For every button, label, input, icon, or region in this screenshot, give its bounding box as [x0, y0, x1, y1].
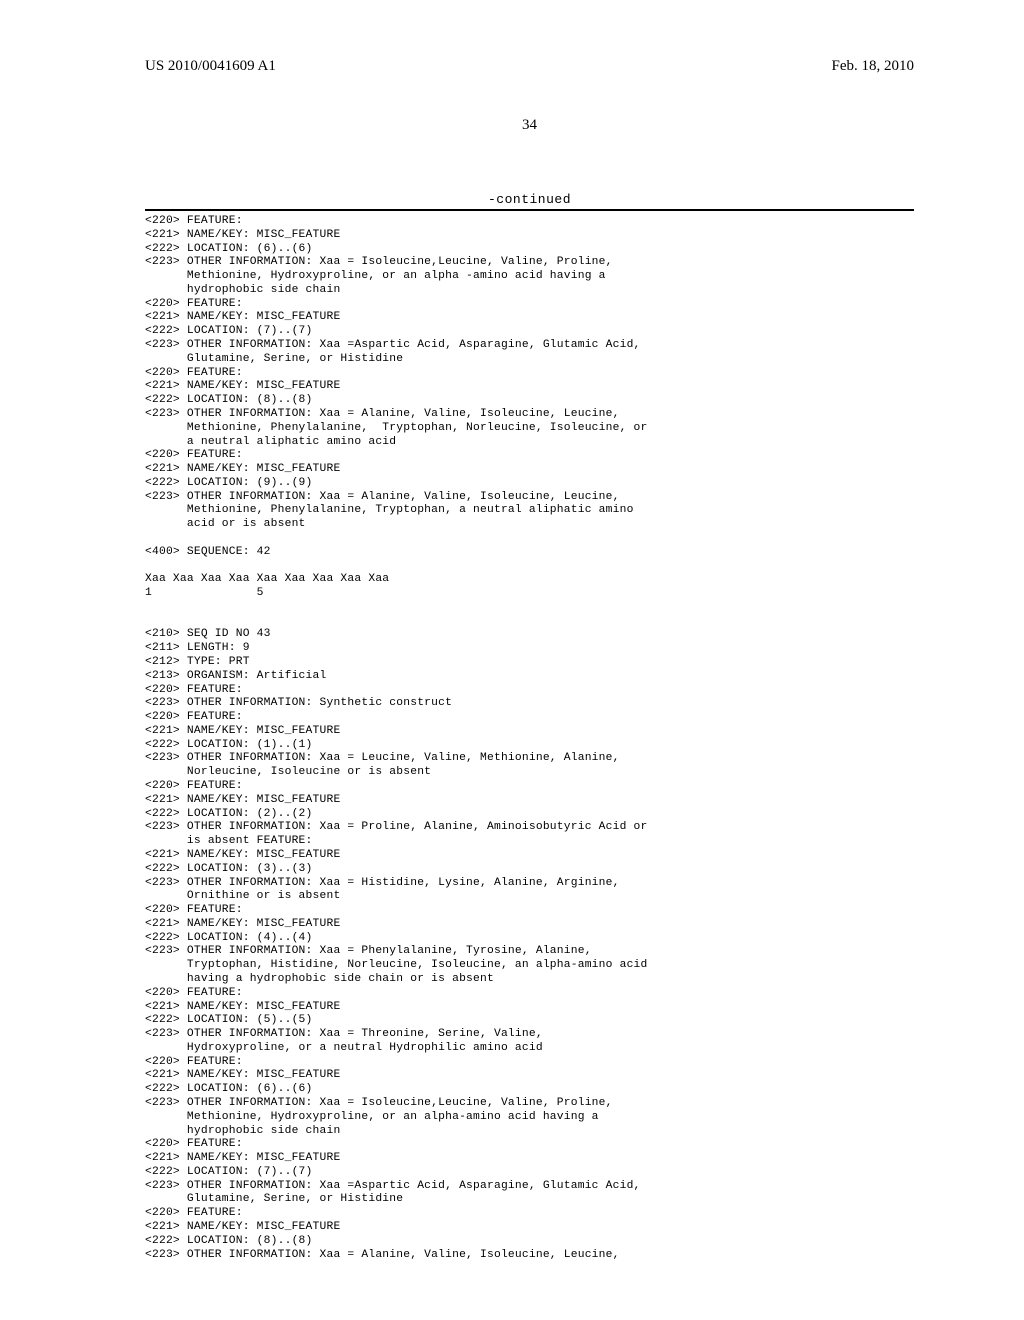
publication-number: US 2010/0041609 A1	[145, 58, 276, 75]
continued-label: -continued	[145, 192, 914, 207]
sequence-listing: <220> FEATURE: <221> NAME/KEY: MISC_FEAT…	[145, 215, 914, 1262]
patent-page: US 2010/0041609 A1 Feb. 18, 2010 34 -con…	[0, 0, 1024, 1320]
horizontal-rule	[145, 209, 914, 211]
page-number: 34	[145, 117, 914, 134]
page-header: US 2010/0041609 A1 Feb. 18, 2010	[145, 58, 914, 75]
publication-date: Feb. 18, 2010	[832, 58, 915, 75]
